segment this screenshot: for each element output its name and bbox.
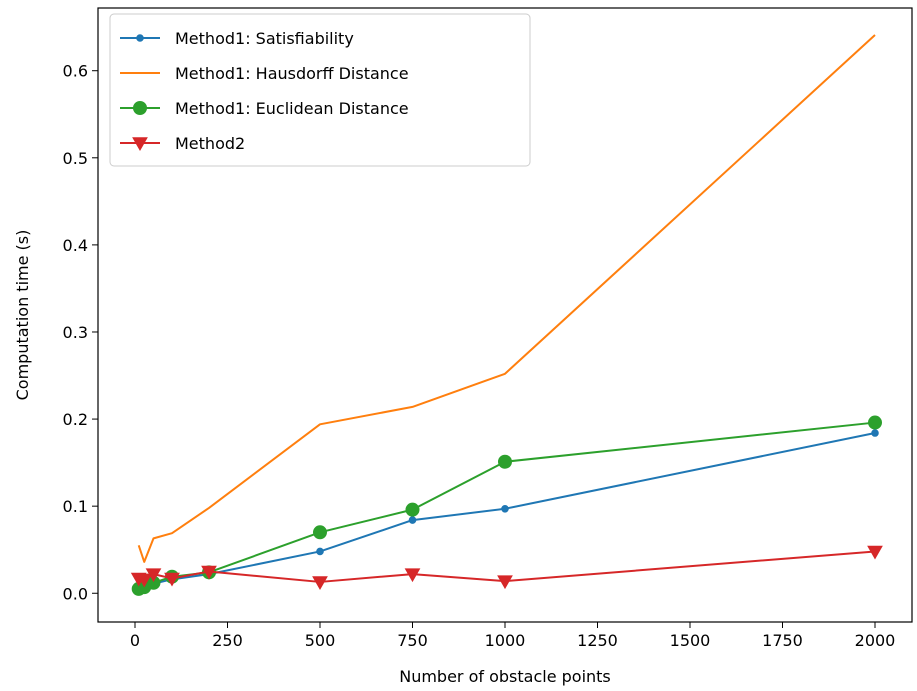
legend: Method1: Satisfiability Method1: Hausdorf…: [109, 13, 531, 167]
data-point: [868, 415, 882, 430]
x-tick-label: 750: [397, 631, 428, 650]
data-point: [867, 545, 883, 560]
legend-swatch-marker: [132, 137, 148, 152]
y-tick-label: 0.3: [63, 323, 88, 342]
legend-label: Method1: Euclidean Distance: [175, 99, 409, 118]
x-tick-label: 500: [305, 631, 336, 650]
data-point: [498, 454, 512, 469]
data-point: [136, 573, 153, 588]
data-point: [404, 568, 421, 583]
x-tick-label: 1750: [762, 631, 803, 650]
data-point: [316, 547, 324, 556]
legend-swatch-marker: [133, 101, 147, 115]
data-point: [871, 429, 879, 437]
legend-item: Method1: Euclidean Distance: [120, 99, 409, 118]
x-axis-ticks: 0 250 500 750 1000 1250 1500 1750 2000: [130, 622, 895, 650]
data-point: [145, 568, 162, 583]
x-tick-label: 1000: [485, 631, 526, 650]
legend-label: Method1: Satisfiability: [175, 29, 354, 48]
y-tick-label: 0.4: [63, 236, 88, 255]
data-point: [405, 502, 420, 517]
x-tick-label: 2000: [855, 631, 896, 650]
x-tick-label: 1500: [670, 631, 711, 650]
y-tick-label: 0.0: [63, 584, 88, 603]
data-point: [497, 575, 513, 590]
data-point: [312, 576, 328, 590]
y-axis-ticks: 0.0 0.1 0.2 0.3 0.4 0.5 0.6: [63, 62, 98, 603]
legend-box: [109, 13, 531, 167]
legend-item: Method2: [120, 134, 245, 153]
y-axis-label: Computation time (s): [13, 230, 32, 401]
data-point: [164, 572, 180, 587]
y-tick-label: 0.1: [63, 497, 88, 516]
series-4: [130, 545, 883, 590]
x-tick-label: 0: [130, 631, 140, 650]
x-axis-label: Number of obstacle points: [399, 667, 611, 686]
x-tick-label: 1250: [577, 631, 618, 650]
x-tick-label: 250: [212, 631, 243, 650]
y-tick-label: 0.2: [63, 410, 88, 429]
y-tick-label: 0.5: [63, 149, 88, 168]
legend-item: Method1: Satisfiability: [120, 29, 354, 48]
series-2: [137, 34, 876, 563]
data-point: [408, 516, 417, 524]
data-point: [313, 525, 327, 540]
y-tick-label: 0.6: [63, 62, 88, 81]
legend-label: Method2: [175, 134, 245, 153]
data-point: [501, 504, 509, 513]
series-line: [137, 34, 876, 563]
data-point: [201, 565, 217, 580]
legend-label: Method1: Hausdorff Distance: [175, 64, 409, 83]
legend-swatch-marker: [136, 34, 144, 42]
legend-item: Method1: Hausdorff Distance: [120, 64, 409, 83]
series-layer: [130, 34, 883, 596]
